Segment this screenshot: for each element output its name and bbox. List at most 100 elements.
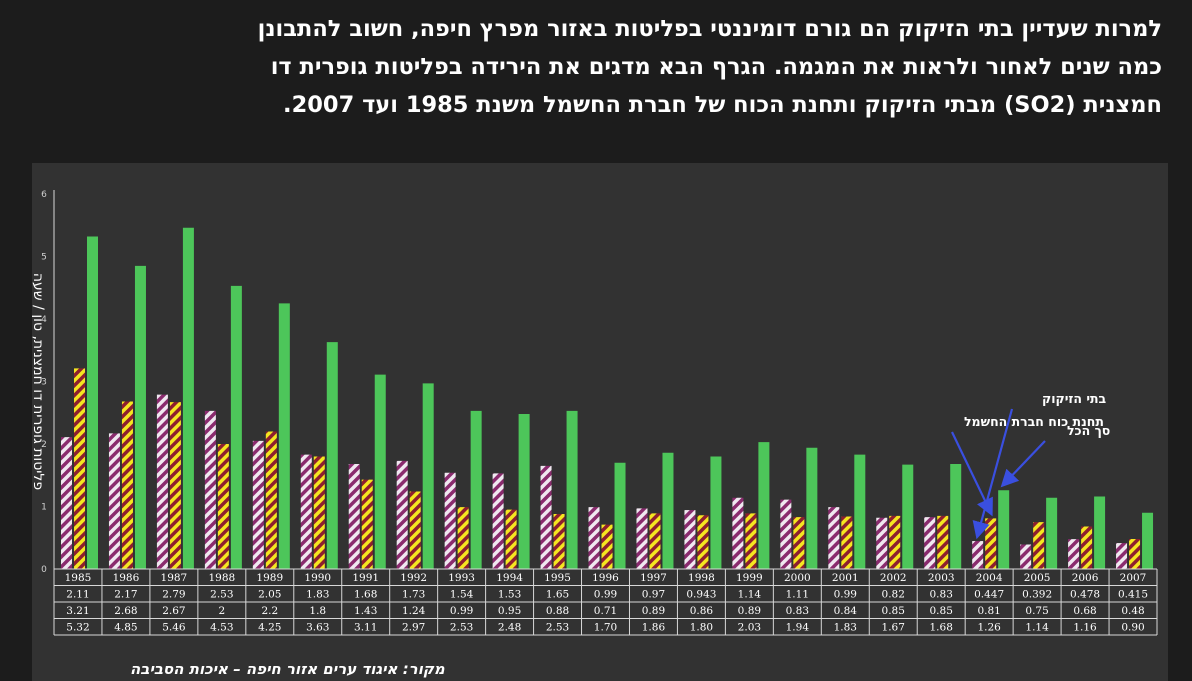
table-cell: 0.89 xyxy=(642,605,665,617)
bar-total xyxy=(134,265,146,569)
table-cell: 0.90 xyxy=(1121,622,1144,634)
bar-total xyxy=(566,410,578,569)
bar-total xyxy=(1094,496,1106,569)
x-tick-label: 2006 xyxy=(1072,572,1099,584)
table-cell: 1.65 xyxy=(546,589,569,601)
bar-power-station xyxy=(697,515,709,569)
bar-refineries xyxy=(636,508,648,569)
table-cell: 1.94 xyxy=(786,622,810,634)
x-tick-label: 2002 xyxy=(880,572,907,584)
table-cell: 3.11 xyxy=(354,622,377,634)
bar-refineries xyxy=(1068,539,1080,569)
bar-refineries xyxy=(732,497,744,569)
bar-power-station xyxy=(74,368,85,569)
bar-total xyxy=(902,464,914,569)
bar-total xyxy=(758,442,770,569)
bar-power-station xyxy=(361,479,373,569)
table-cell: 0.48 xyxy=(1121,605,1144,617)
chart-panel: פליטות גופרית דו חמצנית, טון / שעה 0 1 2 3 4 5… xyxy=(32,163,1168,681)
x-tick-label: 2004 xyxy=(976,572,1003,584)
table-cell: 4.53 xyxy=(210,622,233,634)
table-cell: 2.05 xyxy=(258,589,281,601)
bar-power-station xyxy=(169,402,181,569)
table-cell: 0.71 xyxy=(594,605,617,617)
x-tick-label: 2003 xyxy=(928,572,955,584)
bar-power-station xyxy=(841,516,853,569)
bar-power-station xyxy=(1129,539,1141,569)
bar-refineries xyxy=(396,460,408,569)
bar-refineries xyxy=(252,440,264,569)
table-cell: 1.83 xyxy=(834,622,857,634)
bar-power-station xyxy=(745,513,757,569)
table-cell: 1.73 xyxy=(402,589,425,601)
x-tick-label: 1992 xyxy=(400,572,427,584)
bar-total xyxy=(806,447,818,569)
bar-refineries xyxy=(828,507,840,569)
table-cell: 0.86 xyxy=(690,605,714,617)
table-cell: 2.11 xyxy=(66,589,89,601)
table-cell: 2.97 xyxy=(402,622,425,634)
x-tick-label: 2000 xyxy=(784,572,811,584)
table-cell: 0.447 xyxy=(974,589,1004,601)
bar-total xyxy=(950,464,962,569)
table-cell: 0.68 xyxy=(1073,605,1096,617)
bar-refineries xyxy=(444,472,456,569)
bar-total xyxy=(278,303,290,569)
table-cell: 0.99 xyxy=(834,589,857,601)
table-cell: 0.85 xyxy=(882,605,905,617)
table-cell: 0.81 xyxy=(977,605,1000,617)
bar-total xyxy=(422,383,434,569)
bar-power-station xyxy=(121,401,133,569)
table-cell: 1.16 xyxy=(1073,622,1097,634)
table-cell: 0.95 xyxy=(498,605,521,617)
table-cell: 0.392 xyxy=(1022,589,1052,601)
bar-refineries xyxy=(300,454,312,569)
bar-power-station xyxy=(937,515,949,569)
intro-line: חמצנית (SO2) מבתי הזיקוק ותחנת הכוח של ח… xyxy=(283,92,1162,118)
table-cell: 2.53 xyxy=(546,622,569,634)
table-cell: 1.70 xyxy=(594,622,617,634)
bar-power-station xyxy=(217,444,229,569)
table-cell: 3.63 xyxy=(306,622,329,634)
bar-refineries xyxy=(1020,544,1032,569)
bar-power-station xyxy=(985,518,997,569)
bar-power-station xyxy=(1033,522,1045,569)
bar-total xyxy=(662,452,674,569)
annotation-label: תחנת כוח חברת החשמל xyxy=(964,414,1104,429)
source-note: מקור: איגוד ערים אזור חיפה – איכות הסביב… xyxy=(130,660,445,678)
x-tick-label: 2007 xyxy=(1120,572,1147,584)
y-axis-label: פליטות גופרית דו חמצנית, טון / שעה xyxy=(32,273,46,490)
x-tick-label: 2005 xyxy=(1024,572,1051,584)
table-cell: 1.68 xyxy=(354,589,377,601)
bar-refineries xyxy=(108,433,120,569)
table-cell: 5.32 xyxy=(66,622,89,634)
x-tick-label: 1989 xyxy=(256,572,283,584)
bar-total xyxy=(326,342,338,569)
table-cell: 1.83 xyxy=(306,589,329,601)
table-cell: 1.8 xyxy=(309,605,326,617)
y-tick-label: 4 xyxy=(41,315,47,325)
y-tick-label: 5 xyxy=(41,253,47,263)
table-cell: 1.43 xyxy=(354,605,377,617)
bar-power-station xyxy=(313,456,325,569)
bar-refineries xyxy=(876,517,888,569)
x-tick-label: 1985 xyxy=(65,572,92,584)
x-tick-label: 1997 xyxy=(640,572,667,584)
bar-power-station xyxy=(889,515,901,569)
table-cell: 0.84 xyxy=(834,605,858,617)
x-tick-label: 1987 xyxy=(161,572,188,584)
table-cell: 0.943 xyxy=(686,589,716,601)
bar-power-station xyxy=(793,517,805,569)
bar-total xyxy=(182,227,194,569)
intro-text: למרות שעדיין בתי הזיקוק הם גורם דומיננטי… xyxy=(22,10,1162,124)
emissions-bar-chart: פליטות גופרית דו חמצנית, טון / שעה 0 1 2 3 4 5… xyxy=(32,190,1158,636)
table-cell: 1.67 xyxy=(882,622,905,634)
table-cell: 0.89 xyxy=(738,605,761,617)
x-tick-label: 1991 xyxy=(352,572,379,584)
table-cell: 2 xyxy=(219,605,226,617)
annotation-label: בתי הזיקוק xyxy=(1042,391,1107,406)
table-cell: 1.53 xyxy=(498,589,521,601)
x-tick-label: 1995 xyxy=(544,572,571,584)
bar-total xyxy=(470,410,482,569)
bar-total xyxy=(998,490,1010,569)
